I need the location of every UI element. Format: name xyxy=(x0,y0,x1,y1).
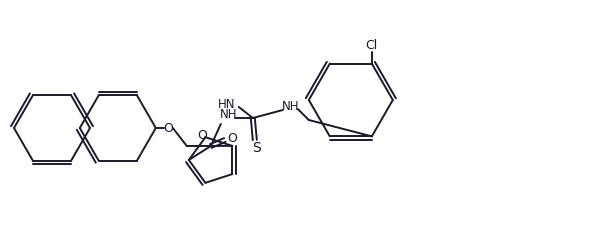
Text: O: O xyxy=(227,132,237,146)
Text: S: S xyxy=(253,141,261,155)
Text: O: O xyxy=(198,129,207,142)
Text: HN: HN xyxy=(218,97,235,110)
Text: Cl: Cl xyxy=(365,39,378,52)
Text: NH: NH xyxy=(220,109,237,122)
Text: NH: NH xyxy=(282,101,300,114)
Text: O: O xyxy=(163,122,173,135)
